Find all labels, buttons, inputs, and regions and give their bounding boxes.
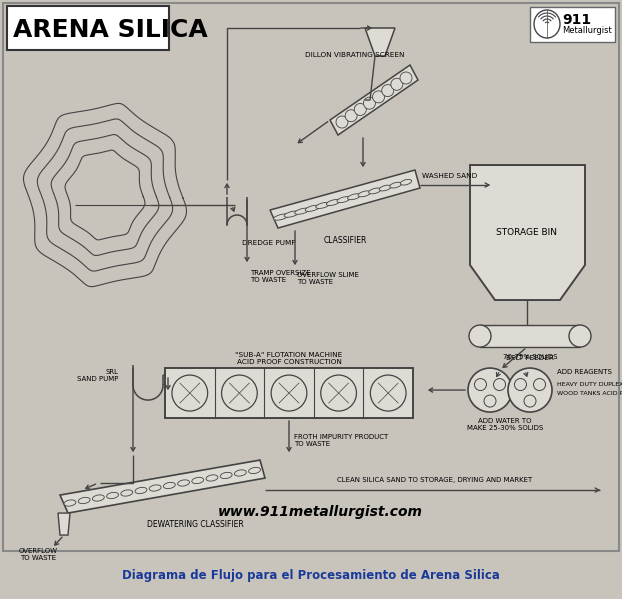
Circle shape (514, 379, 526, 391)
Ellipse shape (249, 467, 261, 474)
Ellipse shape (93, 495, 104, 501)
Text: BELT FEEDER: BELT FEEDER (506, 355, 554, 361)
Ellipse shape (234, 470, 246, 476)
Ellipse shape (321, 375, 356, 411)
Ellipse shape (164, 482, 175, 489)
Ellipse shape (149, 485, 161, 491)
Polygon shape (58, 513, 70, 535)
Ellipse shape (178, 480, 190, 486)
Polygon shape (330, 65, 418, 135)
Ellipse shape (337, 196, 350, 202)
Circle shape (469, 325, 491, 347)
Text: ACID PROOF CONSTRUCTION: ACID PROOF CONSTRUCTION (236, 359, 341, 365)
Circle shape (569, 325, 591, 347)
Text: SRL
SAND PUMP: SRL SAND PUMP (77, 368, 118, 382)
Ellipse shape (369, 188, 381, 194)
Ellipse shape (348, 193, 361, 199)
Ellipse shape (305, 205, 320, 211)
Text: TRAMP OVERSIZE
TO WASTE: TRAMP OVERSIZE TO WASTE (250, 270, 310, 283)
Text: WOOD TANKS ACID PROOF CONSTRUCTION: WOOD TANKS ACID PROOF CONSTRUCTION (557, 391, 622, 395)
Ellipse shape (135, 488, 147, 494)
Circle shape (484, 395, 496, 407)
Text: ARENA SILICA: ARENA SILICA (13, 18, 208, 42)
Text: 911: 911 (562, 13, 591, 27)
Circle shape (382, 84, 394, 96)
Ellipse shape (358, 191, 371, 196)
Text: ADD WATER TO
MAKE 25-30% SOLIDS: ADD WATER TO MAKE 25-30% SOLIDS (467, 418, 543, 431)
FancyBboxPatch shape (165, 368, 413, 418)
Circle shape (373, 91, 384, 103)
Text: www.911metallurgist.com: www.911metallurgist.com (218, 505, 422, 519)
Ellipse shape (271, 375, 307, 411)
Ellipse shape (221, 375, 258, 411)
Circle shape (345, 110, 357, 122)
Ellipse shape (274, 214, 289, 220)
Ellipse shape (370, 375, 406, 411)
Ellipse shape (534, 10, 560, 38)
Circle shape (355, 104, 366, 116)
Circle shape (475, 379, 486, 391)
Text: DREDGE PUMP: DREDGE PUMP (242, 240, 295, 246)
Text: DEWATERING CLASSIFIER: DEWATERING CLASSIFIER (147, 520, 243, 529)
Text: Metallurgist: Metallurgist (562, 26, 612, 35)
Ellipse shape (192, 477, 203, 483)
Text: OVERFLOW SLIME
TO WASTE: OVERFLOW SLIME TO WASTE (297, 272, 359, 285)
Text: 70-75% SOLIDS: 70-75% SOLIDS (503, 354, 557, 360)
FancyBboxPatch shape (480, 325, 580, 347)
Ellipse shape (401, 179, 412, 185)
Text: "SUB-A" FLOTATION MACHINE: "SUB-A" FLOTATION MACHINE (235, 352, 343, 358)
Ellipse shape (390, 182, 401, 188)
Text: CLASSIFIER: CLASSIFIER (323, 236, 367, 245)
Ellipse shape (106, 492, 118, 498)
Ellipse shape (64, 500, 76, 506)
Ellipse shape (284, 211, 299, 217)
Text: STORAGE BIN: STORAGE BIN (496, 228, 557, 237)
Polygon shape (270, 170, 420, 228)
FancyBboxPatch shape (7, 6, 169, 50)
Circle shape (534, 379, 545, 391)
Text: ADD REAGENTS: ADD REAGENTS (557, 369, 612, 375)
Circle shape (336, 116, 348, 128)
Ellipse shape (121, 490, 132, 496)
Polygon shape (470, 165, 585, 300)
Circle shape (524, 395, 536, 407)
Ellipse shape (295, 208, 309, 214)
Circle shape (391, 78, 403, 90)
Ellipse shape (220, 473, 232, 479)
Circle shape (493, 379, 506, 391)
Text: WASHED SAND: WASHED SAND (422, 173, 478, 179)
Ellipse shape (379, 185, 391, 191)
Circle shape (400, 72, 412, 84)
Text: OVERFLOW
TO WASTE: OVERFLOW TO WASTE (19, 548, 57, 561)
Text: FROTH IMPURITY PRODUCT
TO WASTE: FROTH IMPURITY PRODUCT TO WASTE (294, 434, 388, 447)
Polygon shape (60, 460, 265, 513)
Text: DILLON VIBRATING SCREEN: DILLON VIBRATING SCREEN (305, 52, 405, 58)
Circle shape (363, 97, 376, 109)
Ellipse shape (206, 475, 218, 481)
Ellipse shape (316, 202, 330, 208)
Ellipse shape (327, 199, 340, 205)
Text: Diagrama de Flujo para el Procesamiento de Arena Silica: Diagrama de Flujo para el Procesamiento … (122, 569, 500, 582)
Polygon shape (365, 28, 395, 56)
Ellipse shape (78, 497, 90, 504)
FancyBboxPatch shape (530, 7, 615, 42)
Circle shape (508, 368, 552, 412)
Circle shape (468, 368, 512, 412)
Text: HEAVY DUTY DUPLEX SAND AGITATORS: HEAVY DUTY DUPLEX SAND AGITATORS (557, 382, 622, 386)
Text: CLEAN SILICA SAND TO STORAGE, DRYING AND MARKET: CLEAN SILICA SAND TO STORAGE, DRYING AND… (337, 477, 532, 483)
Ellipse shape (172, 375, 208, 411)
